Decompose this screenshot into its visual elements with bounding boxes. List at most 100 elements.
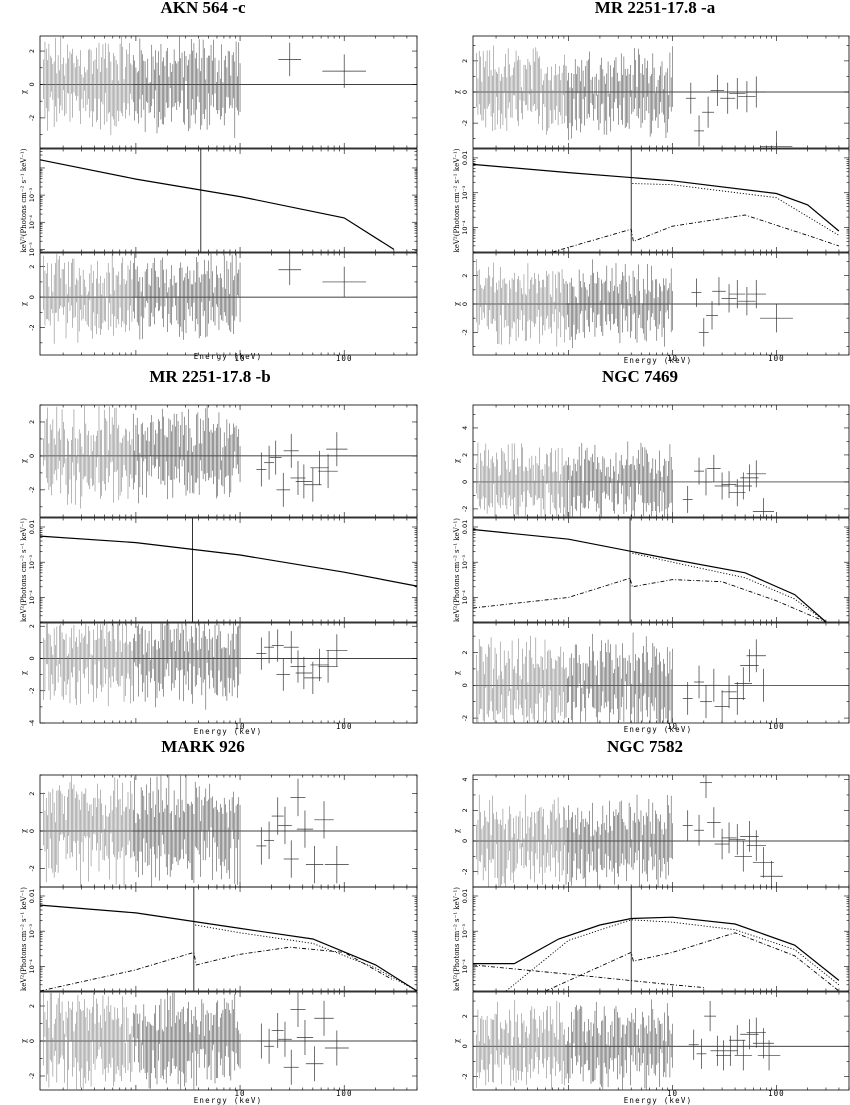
y-axis-label: keV²(Photons cm⁻² s⁻¹ keV⁻¹): [20, 148, 28, 252]
soft-xray-residuals: [476, 45, 673, 141]
model-curve-dotdash: [472, 577, 827, 623]
y-tick-label: -2: [461, 506, 469, 512]
y-tick-label: 2: [28, 265, 36, 269]
panel-frame: [39, 404, 418, 518]
y-tick-label: 2: [28, 624, 36, 628]
x-tick-labels: 10 100: [235, 722, 353, 731]
y-tick-label: 2: [28, 792, 36, 796]
chart-title: NGC 7582: [607, 737, 683, 756]
model-curve-solid: [39, 904, 418, 992]
residual-panel-top: -2 0 2 χ: [20, 774, 418, 888]
y-tick-label: 10⁻⁴: [461, 959, 469, 974]
y-axis-label: χ: [20, 1038, 28, 1043]
y-tick-label: -2: [28, 687, 36, 693]
y-tick-label: 2: [461, 650, 469, 654]
residual-panel-bottom: -4 -2 0 2 χ 10 100: [20, 622, 418, 731]
x-axis-label: Energy (keV): [194, 727, 263, 736]
y-axis-label: χ: [20, 301, 28, 306]
panel-frame: [472, 148, 850, 253]
y-tick-label: -2: [28, 324, 36, 330]
y-tick-label: 10⁻³: [461, 185, 469, 200]
y-axis-label: χ: [453, 670, 461, 675]
y-tick-label: 0.01: [28, 520, 36, 534]
x-tick-label: 10: [667, 722, 678, 731]
y-axis-label: χ: [20, 670, 28, 675]
x-tick-labels: 10 100: [667, 722, 784, 731]
y-tick-label: 2: [461, 274, 469, 278]
y-axis-label: χ: [453, 458, 461, 463]
panel-frame: [39, 35, 418, 149]
y-axis-label: χ: [453, 828, 461, 833]
residual-panel-top: -2 0 2 4 χ: [453, 404, 850, 518]
y-tick-label: 0: [461, 839, 469, 843]
model-curve-dotted: [632, 183, 840, 236]
y-tick-label: 0.01: [28, 889, 36, 903]
soft-xray-residuals: [476, 999, 673, 1090]
chart-title: NGC 7469: [602, 367, 678, 386]
y-tick-label: 0: [461, 1044, 469, 1048]
y-tick-label: 0: [28, 295, 36, 299]
y-tick-label: -2: [461, 1073, 469, 1079]
x-axis-label: Energy (keV): [194, 352, 263, 361]
y-tick-label: 10⁻³: [28, 924, 36, 939]
y-tick-label: 0.01: [461, 889, 469, 903]
residual-panel-bottom: -2 0 2 χ 10 100: [453, 622, 850, 731]
y-tick-label: -2: [461, 868, 469, 874]
y-tick-label: 10⁻⁴: [28, 215, 36, 230]
y-tick-label: -2: [28, 1073, 36, 1079]
x-tick-label: 100: [336, 722, 353, 731]
y-tick-label: 0: [461, 90, 469, 94]
y-tick-label: -2: [28, 487, 36, 493]
y-tick-label: 0: [28, 829, 36, 833]
residual-panel-bottom: -2 0 2 χ 10 100: [453, 252, 850, 363]
panel-frame: [39, 622, 418, 724]
model-curve-dotted: [505, 919, 840, 992]
y-axis-label: keV²(Photons cm⁻² s⁻¹ keV⁻¹): [453, 887, 461, 991]
y-tick-label: 2: [28, 420, 36, 424]
model-curve-solid: [473, 916, 840, 981]
y-tick-label: 2: [461, 59, 469, 63]
x-tick-labels: 10 100: [235, 1089, 352, 1098]
figure-mark926: MARK 926 Energy (keV) -2 0 2 χ 10⁻⁴ 10⁻³ 0.01…: [20, 737, 418, 1105]
y-axis-label: keV²(Photons cm⁻² s⁻¹ keV⁻¹): [20, 518, 28, 622]
y-tick-label: 10⁻⁴: [461, 590, 469, 605]
y-tick-label: 2: [461, 808, 469, 812]
y-tick-label: 10⁻⁴: [461, 220, 469, 235]
model-curve-dotdash: [472, 964, 704, 989]
model-curve-dotted: [195, 924, 418, 992]
soft-xray-residuals: [476, 258, 673, 349]
y-tick-label: 0.01: [461, 151, 469, 165]
y-tick-label: 2: [461, 453, 469, 457]
y-tick-label: -2: [28, 115, 36, 121]
y-tick-label: -4: [28, 720, 36, 726]
y-tick-label: 0: [461, 302, 469, 306]
y-tick-label: 10⁻³: [461, 555, 469, 570]
model-curve-solid: [472, 163, 840, 232]
model-curve-dotdash: [552, 214, 840, 253]
panel-frame: [472, 404, 850, 518]
y-tick-label: 4: [461, 426, 469, 430]
residual-panel-top: -2 0 2 χ: [20, 404, 418, 518]
x-tick-label: 100: [768, 1089, 785, 1098]
chart-title: MR 2251-17.8 -b: [149, 367, 270, 386]
y-tick-label: 0: [28, 82, 36, 86]
panel-frame: [472, 991, 850, 1091]
y-axis-label: keV²(Photons cm⁻² s⁻¹ keV⁻¹): [453, 518, 461, 622]
x-tick-label: 10: [667, 1089, 678, 1098]
x-axis-label: Energy (keV): [624, 356, 693, 365]
y-axis-label: χ: [453, 1038, 461, 1043]
y-axis-label: χ: [20, 89, 28, 94]
x-tick-labels: 10 100: [667, 1089, 785, 1098]
x-axis-label: Energy (keV): [624, 725, 693, 734]
soft-xray-residuals: [43, 775, 241, 887]
y-tick-label: 10⁻⁵: [28, 242, 36, 257]
y-axis-label: χ: [453, 301, 461, 306]
x-tick-label: 100: [768, 354, 785, 363]
panel-frame: [472, 517, 850, 623]
y-tick-label: 0: [461, 480, 469, 484]
